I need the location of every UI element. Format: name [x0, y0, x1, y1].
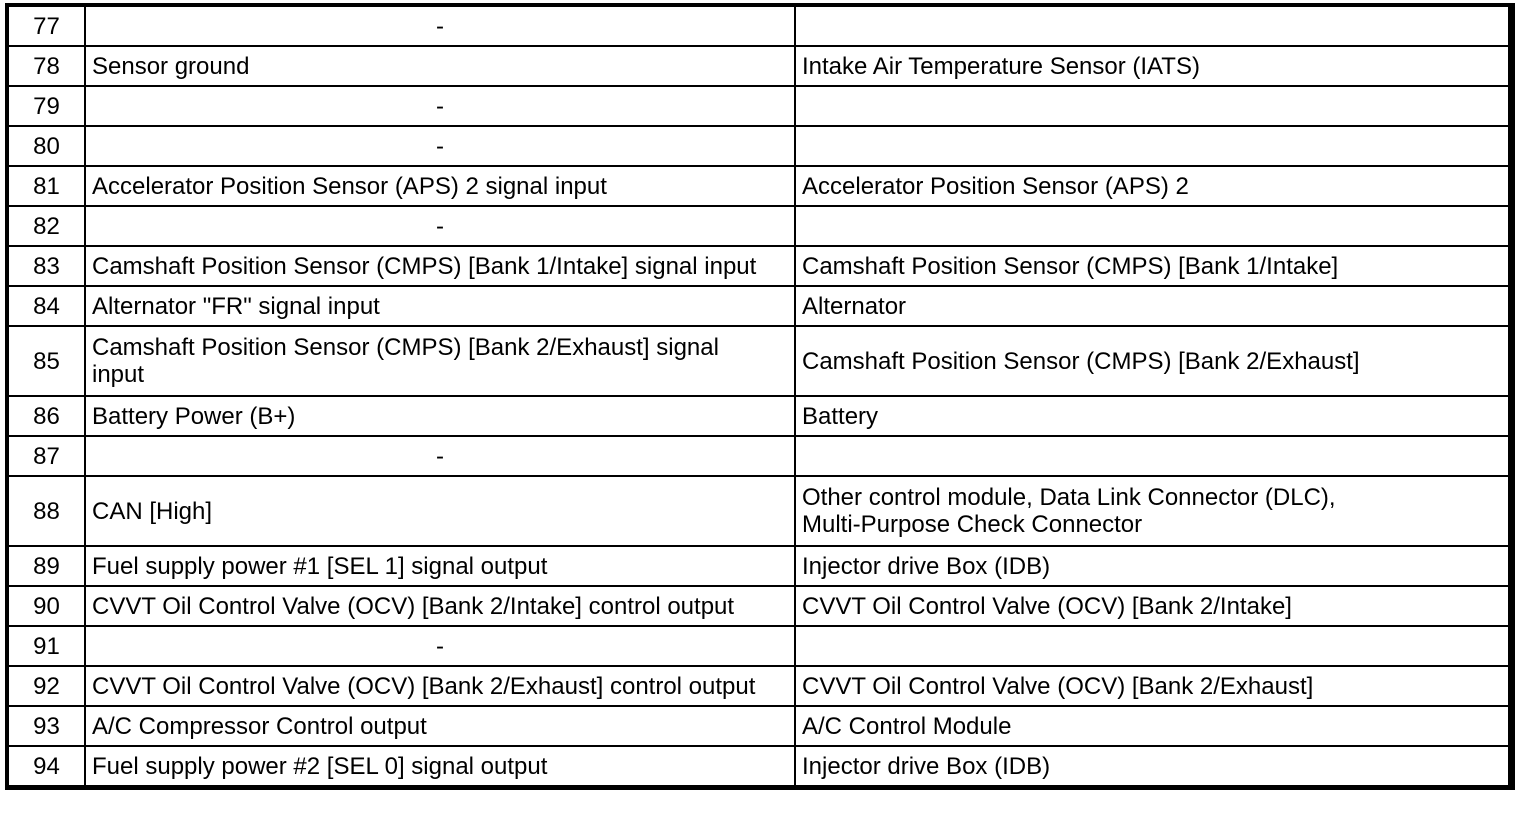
- pin-description-cell: Accelerator Position Sensor (APS) 2 sign…: [84, 165, 796, 207]
- pin-number-cell: 84: [7, 285, 86, 327]
- connected-component-cell: CVVT Oil Control Valve (OCV) [Bank 2/Int…: [794, 585, 1510, 627]
- pin-description-cell: CVVT Oil Control Valve (OCV) [Bank 2/Int…: [84, 585, 796, 627]
- pin-description-cell: -: [84, 435, 796, 477]
- pin-number-cell: 86: [7, 395, 86, 437]
- pin-number-cell: 87: [7, 435, 86, 477]
- pinout-table-body: 77 - 78 Sensor ground Intake Air Tempera…: [7, 5, 1510, 787]
- connected-component-cell: Intake Air Temperature Sensor (IATS): [794, 45, 1510, 87]
- connected-component-cell: Injector drive Box (IDB): [794, 745, 1510, 787]
- pin-description-cell: -: [84, 85, 796, 127]
- connected-component-cell: Other control module, Data Link Connecto…: [794, 475, 1510, 547]
- pin-number-cell: 81: [7, 165, 86, 207]
- pin-description-cell: Battery Power (B+): [84, 395, 796, 437]
- pin-number-cell: 93: [7, 705, 86, 747]
- table-row: 82 -: [7, 205, 1510, 247]
- connected-component-cell: [794, 625, 1510, 667]
- pin-description-cell: -: [84, 625, 796, 667]
- connector-pinout-table-wrapper: 77 - 78 Sensor ground Intake Air Tempera…: [5, 3, 1515, 790]
- pin-number-cell: 77: [7, 5, 86, 47]
- table-row: 80 -: [7, 125, 1510, 167]
- pin-number-cell: 88: [7, 475, 86, 547]
- pin-description-cell: Alternator "FR" signal input: [84, 285, 796, 327]
- connected-component-cell: Camshaft Position Sensor (CMPS) [Bank 1/…: [794, 245, 1510, 287]
- table-row: 77 -: [7, 5, 1510, 47]
- table-row: 81 Accelerator Position Sensor (APS) 2 s…: [7, 165, 1510, 207]
- table-row: 92 CVVT Oil Control Valve (OCV) [Bank 2/…: [7, 665, 1510, 707]
- pin-description-cell: -: [84, 125, 796, 167]
- table-row: 79 -: [7, 85, 1510, 127]
- pin-description-cell: Fuel supply power #2 [SEL 0] signal outp…: [84, 745, 796, 787]
- table-row: 88 CAN [High] Other control module, Data…: [7, 475, 1510, 547]
- pin-number-cell: 80: [7, 125, 86, 167]
- pin-description-cell: -: [84, 5, 796, 47]
- pin-description-cell: CVVT Oil Control Valve (OCV) [Bank 2/Exh…: [84, 665, 796, 707]
- pin-number-cell: 83: [7, 245, 86, 287]
- pin-number-cell: 78: [7, 45, 86, 87]
- pin-number-cell: 91: [7, 625, 86, 667]
- table-row: 93 A/C Compressor Control output A/C Con…: [7, 705, 1510, 747]
- connected-component-cell: CVVT Oil Control Valve (OCV) [Bank 2/Exh…: [794, 665, 1510, 707]
- pin-number-cell: 82: [7, 205, 86, 247]
- pin-number-cell: 94: [7, 745, 86, 787]
- pin-number-cell: 90: [7, 585, 86, 627]
- connected-component-cell: [794, 125, 1510, 167]
- connected-component-cell: Accelerator Position Sensor (APS) 2: [794, 165, 1510, 207]
- connector-pinout-table: 77 - 78 Sensor ground Intake Air Tempera…: [7, 5, 1510, 787]
- connected-component-cell: [794, 85, 1510, 127]
- pin-number-cell: 79: [7, 85, 86, 127]
- pin-description-cell: CAN [High]: [84, 475, 796, 547]
- table-row: 91 -: [7, 625, 1510, 667]
- table-row: 94 Fuel supply power #2 [SEL 0] signal o…: [7, 745, 1510, 787]
- pin-number-cell: 85: [7, 325, 86, 397]
- connected-component-cell: Battery: [794, 395, 1510, 437]
- table-row: 85 Camshaft Position Sensor (CMPS) [Bank…: [7, 325, 1510, 397]
- connected-component-cell: [794, 5, 1510, 47]
- connected-component-cell: Alternator: [794, 285, 1510, 327]
- pin-description-cell: -: [84, 205, 796, 247]
- table-row: 83 Camshaft Position Sensor (CMPS) [Bank…: [7, 245, 1510, 287]
- pin-description-cell: Sensor ground: [84, 45, 796, 87]
- pin-number-cell: 89: [7, 545, 86, 587]
- connected-component-cell: [794, 435, 1510, 477]
- connected-component-cell: Injector drive Box (IDB): [794, 545, 1510, 587]
- table-row: 89 Fuel supply power #1 [SEL 1] signal o…: [7, 545, 1510, 587]
- table-row: 78 Sensor ground Intake Air Temperature …: [7, 45, 1510, 87]
- table-row: 90 CVVT Oil Control Valve (OCV) [Bank 2/…: [7, 585, 1510, 627]
- connected-component-cell: A/C Control Module: [794, 705, 1510, 747]
- table-row: 84 Alternator "FR" signal input Alternat…: [7, 285, 1510, 327]
- table-row: 87 -: [7, 435, 1510, 477]
- pin-description-cell: Fuel supply power #1 [SEL 1] signal outp…: [84, 545, 796, 587]
- pin-number-cell: 92: [7, 665, 86, 707]
- pin-description-cell: A/C Compressor Control output: [84, 705, 796, 747]
- pin-description-cell: Camshaft Position Sensor (CMPS) [Bank 1/…: [84, 245, 796, 287]
- pin-description-cell: Camshaft Position Sensor (CMPS) [Bank 2/…: [84, 325, 796, 397]
- connected-component-cell: [794, 205, 1510, 247]
- connected-component-cell: Camshaft Position Sensor (CMPS) [Bank 2/…: [794, 325, 1510, 397]
- table-row: 86 Battery Power (B+) Battery: [7, 395, 1510, 437]
